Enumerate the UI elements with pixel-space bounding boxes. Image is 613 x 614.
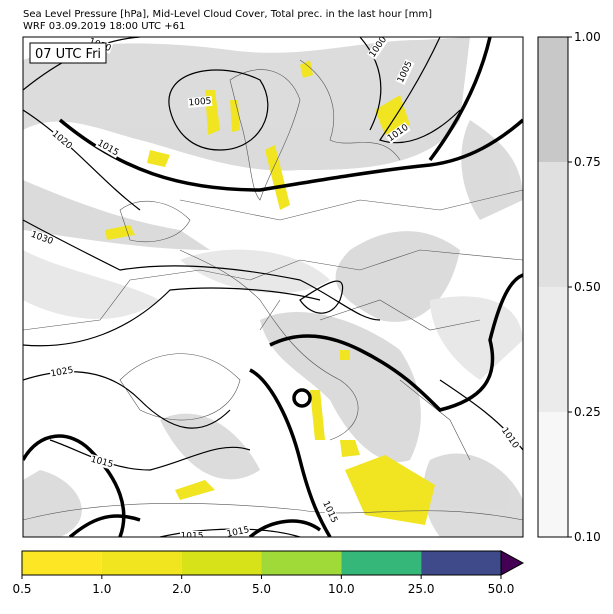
cloud-tick-label: 0.25 xyxy=(574,405,601,419)
title: Sea Level Pressure [hPa], Mid-Level Clou… xyxy=(23,9,432,20)
precip-tick-label: 5.0 xyxy=(252,582,271,596)
precip-tick-label: 1.0 xyxy=(92,582,111,596)
precip-colorbar: 0.5 1.0 2.0 5.0 10.0 25.0 50.0 xyxy=(12,550,525,596)
precip-colorbar-extend xyxy=(500,550,525,576)
isobar-label-bg xyxy=(95,137,121,159)
precip-colorbar-segment xyxy=(22,551,102,575)
map-frame xyxy=(22,36,524,538)
precip-colorbar-segment xyxy=(101,551,182,575)
cloud-cover xyxy=(23,37,523,537)
precip-colorbar-segment xyxy=(261,551,342,575)
cloud-colorbar: 0.10 0.25 0.50 0.75 1.00 xyxy=(537,30,601,544)
isobar-label-bg xyxy=(395,59,415,85)
isobar-label-bg xyxy=(49,364,75,380)
isobar-label-bg xyxy=(225,524,251,537)
subtitle: WRF 03.09.2019 18:00 UTC +61 xyxy=(23,21,185,32)
isobar-label: 1025 xyxy=(50,366,74,380)
isobar-label: 1015 xyxy=(226,525,250,540)
precip-tick-label: 50.0 xyxy=(488,582,515,596)
cloud-tick-label: 0.75 xyxy=(574,155,601,169)
precip-colorbar-segment xyxy=(421,551,501,575)
isobar-label-bg xyxy=(499,425,521,451)
precip-tick-label: 25.0 xyxy=(408,582,435,596)
isobar-label: 1015 xyxy=(181,532,204,542)
cloud-tick-label: 1.00 xyxy=(574,30,601,44)
precip-colorbar-segment xyxy=(181,551,262,575)
time-box xyxy=(29,42,107,64)
isobar-label-bg xyxy=(180,531,204,537)
precip-colorbar-segment xyxy=(341,551,422,575)
isobar-label-bg xyxy=(187,95,213,109)
isobars xyxy=(23,37,523,537)
isobar-label-bg xyxy=(29,229,55,247)
cloud-tick-label: 0.50 xyxy=(574,280,601,294)
isobar-label: 1005 xyxy=(188,97,212,109)
coastlines xyxy=(23,59,523,521)
precip-tick-label: 0.5 xyxy=(12,582,31,596)
cloud-cover-light xyxy=(23,249,523,380)
isobar-label-bg xyxy=(367,37,389,60)
cloud-colorbar-segment xyxy=(538,37,568,162)
cloud-colorbar-segment xyxy=(538,412,568,537)
cloud-tick-label: 0.10 xyxy=(574,530,601,544)
isobar-1015 xyxy=(23,37,523,537)
cloud-colorbar-segment xyxy=(538,287,568,412)
time-label: 07 UTC Fri xyxy=(35,47,101,62)
isobar-label-bg xyxy=(320,499,340,525)
precip-tick-label: 2.0 xyxy=(172,582,191,596)
map: 1010100010051005101510201010103010251015… xyxy=(23,37,523,542)
isobar-label-bg xyxy=(89,454,115,470)
cloud-colorbar-segment xyxy=(538,162,568,287)
precip-tick-label: 10.0 xyxy=(328,582,355,596)
isobar-label-bg xyxy=(49,128,75,152)
isobar-label-bg xyxy=(385,122,411,144)
